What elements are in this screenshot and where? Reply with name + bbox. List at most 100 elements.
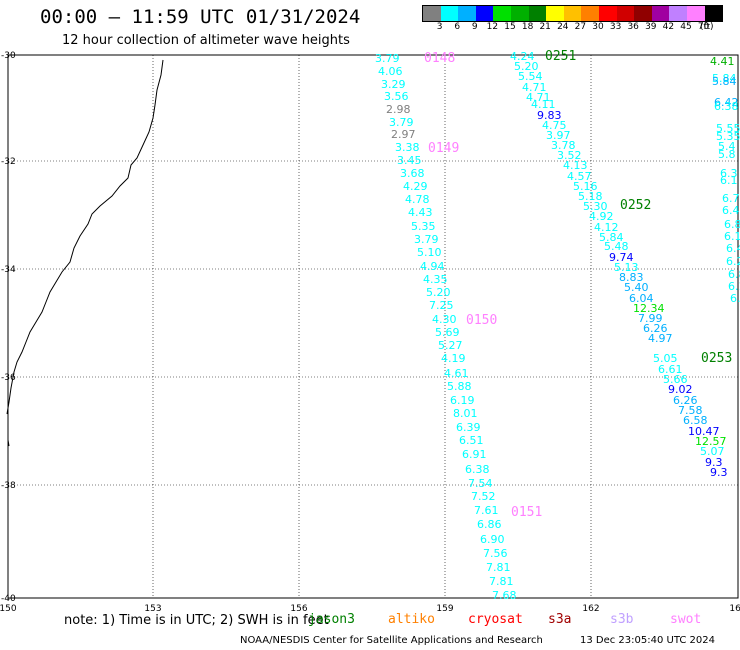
wave-height-value: 3.79	[414, 233, 439, 246]
color-scale-label: 39	[645, 22, 657, 32]
coastline	[6, 59, 164, 415]
satellite-legend-item: swot	[670, 612, 702, 627]
wave-height-value: 7.81	[489, 575, 514, 588]
wave-height-value: 7.61	[474, 504, 499, 517]
wave-height-value: 7.54	[468, 477, 493, 490]
latitude-label: -32	[1, 157, 16, 167]
wave-height-value: 6.1	[724, 230, 740, 243]
wave-height-value: 9.83	[537, 109, 562, 122]
color-swatch	[686, 6, 705, 21]
latitude-label: -40	[1, 594, 16, 604]
wave-height-value: 4.41	[710, 55, 735, 68]
wave-height-value: 4.94	[420, 260, 445, 273]
wave-height-value: 4.78	[405, 193, 430, 206]
color-scale-label: 12	[486, 22, 499, 32]
wave-height-value: 12.57	[695, 435, 727, 448]
wave-height-value: 5.54	[518, 70, 543, 83]
wave-height-value: 3.68	[400, 167, 425, 180]
wave-height-value: 6.3	[720, 167, 738, 180]
wave-height-value: 6.19	[450, 394, 475, 407]
wave-height-value: 4.29	[403, 180, 428, 193]
wave-height-value: 9.3	[705, 456, 723, 469]
wave-height-value: 2.97	[391, 128, 416, 141]
wave-height-value: 3.78	[551, 139, 576, 152]
wave-height-value: 6.58	[683, 414, 708, 427]
wave-height-value: 8.01	[453, 407, 478, 420]
wave-height-value: 6.90	[480, 533, 505, 546]
latitude-label: -36	[1, 373, 16, 383]
color-scale-label: 33	[609, 22, 622, 32]
wave-height-value: 4.57	[567, 170, 592, 183]
wave-height-value: 4.71	[526, 91, 551, 104]
wave-height-value: 3.97	[546, 129, 571, 142]
wave-height-value: 4.24	[510, 50, 535, 63]
wave-height-value: 5.66	[663, 373, 688, 386]
pass-label: 0151	[511, 505, 542, 520]
coastline-fragment	[7, 439, 10, 447]
color-swatch	[423, 6, 441, 21]
wave-height-value: 5.55	[716, 122, 740, 135]
wave-height-value: 4.13	[563, 159, 588, 172]
map-frame	[7, 54, 739, 599]
wave-height-value: 9.74	[609, 251, 634, 264]
wave-height-value: 9.3	[710, 466, 728, 479]
wave-height-value: 5.20	[426, 286, 451, 299]
wave-height-value: 6.86	[477, 518, 502, 531]
wave-height-value: 6.7	[722, 192, 740, 205]
color-swatch	[669, 6, 687, 21]
pass-label: 0148	[424, 51, 455, 66]
footer-credit: NOAA/NESDIS Center for Satellite Applica…	[240, 635, 543, 646]
color-scale-label: 45	[680, 22, 692, 32]
pass-label: 0252	[620, 198, 651, 213]
wave-height-value: 3.52	[557, 149, 582, 162]
wave-height-value: 5.16	[573, 180, 598, 193]
color-scale-label: 9	[471, 22, 478, 32]
wave-height-value: 3.56	[384, 90, 409, 103]
wave-height-value: 7.25	[429, 299, 454, 312]
wave-height-value: 6.91	[462, 448, 487, 461]
wave-height-value: 6.8	[724, 218, 740, 231]
satellite-legend-item: altiko	[388, 612, 435, 627]
color-swatch	[458, 6, 476, 21]
color-scale-label: 18	[521, 22, 534, 32]
wave-height-color-scale	[422, 5, 724, 22]
color-scale-label: 15	[504, 22, 516, 32]
wave-height-value: 6.2	[726, 255, 740, 268]
wave-height-value: 7.52	[471, 490, 496, 503]
wave-height-value: 3.79	[375, 52, 400, 65]
wave-height-value: 5.05	[653, 352, 678, 365]
pass-label: 0150	[466, 313, 497, 328]
longitude-label: 153	[144, 604, 161, 614]
wave-height-value: 6.1	[720, 174, 738, 187]
color-swatch	[475, 6, 494, 21]
wave-height-value: 7.58	[678, 404, 703, 417]
satellite-legend-item: s3b	[610, 612, 634, 627]
footer-timestamp: 13 Dec 23:05:40 UTC 2024	[580, 635, 715, 646]
color-scale-label: 36	[627, 22, 639, 32]
wave-height-value: 7.56	[483, 547, 508, 560]
wave-height-value: 6.26	[643, 322, 668, 335]
wave-height-value: 6.4	[722, 204, 740, 217]
pass-label: 0149	[428, 141, 459, 156]
color-scale-label: 3	[436, 22, 443, 32]
satellite-legend-item: s3a	[548, 612, 572, 627]
wave-height-value: 10.47	[688, 425, 720, 438]
color-swatch	[528, 6, 547, 21]
color-swatch	[616, 6, 635, 21]
wave-height-value: 5.84	[712, 72, 737, 85]
wave-height-value: 4.92	[589, 210, 614, 223]
map-subtitle: 12 hour collection of altimeter wave hei…	[62, 33, 350, 48]
color-scale-label: 30	[592, 22, 604, 32]
pass-label: 0251	[545, 49, 576, 64]
color-scale-labels: 3 6 9 12 15 18 21 24 27 30 33 36 39 42 45 70	[422, 22, 722, 34]
wave-height-value: 5.30	[583, 200, 608, 213]
wave-height-value: 5.35	[411, 220, 436, 233]
wave-height-value: 6.04	[629, 292, 654, 305]
color-scale-label: 6	[454, 22, 461, 32]
color-swatch	[440, 6, 459, 21]
color-scale-label: 70	[697, 22, 710, 32]
wave-height-value: 5.10	[417, 246, 442, 259]
longitude-label: 165	[729, 604, 740, 614]
wave-height-value: 4.06	[378, 65, 403, 78]
wave-height-value: 5.20	[514, 60, 539, 73]
